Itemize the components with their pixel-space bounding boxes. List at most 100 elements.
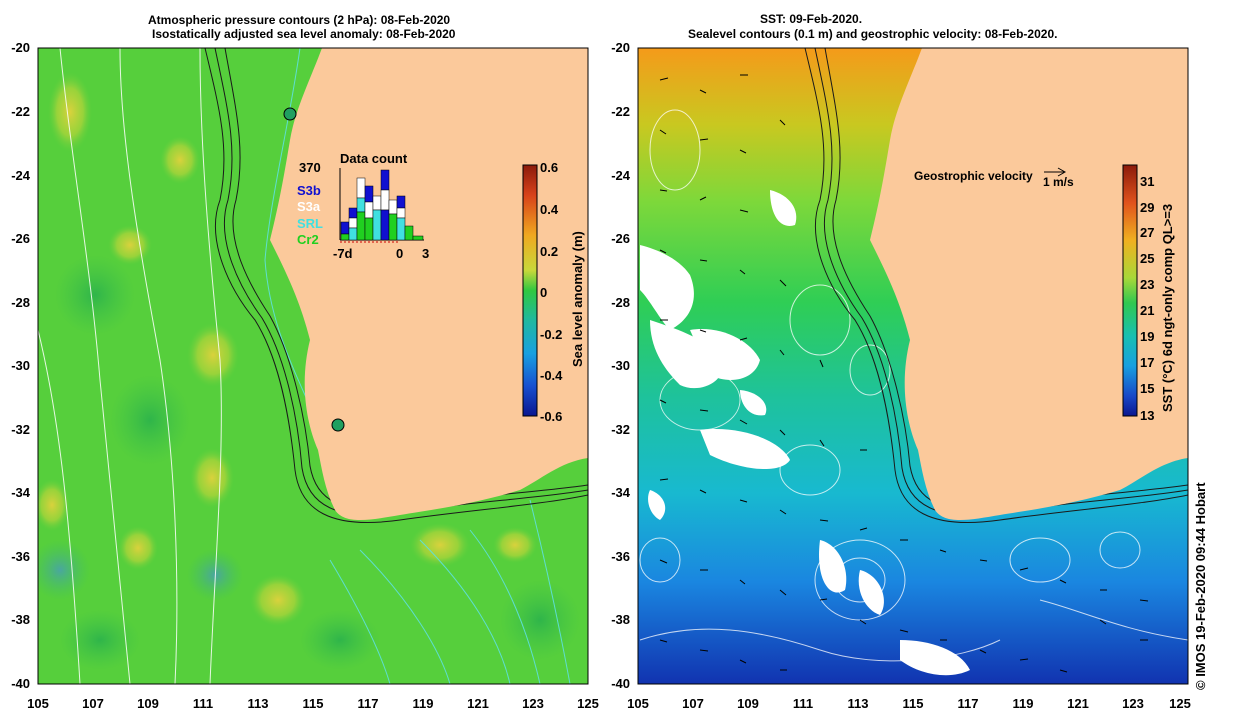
legend-cr2: Cr2 bbox=[297, 232, 319, 247]
count-bar-srl bbox=[396, 217, 406, 241]
sst-tick: 29 bbox=[1140, 200, 1154, 215]
right-title-line2: Sealevel contours (0.1 m) and geostrophi… bbox=[688, 27, 1058, 41]
count-bar-s3a bbox=[348, 217, 358, 229]
legend-s3a: S3a bbox=[297, 199, 321, 214]
velocity-vectors bbox=[659, 74, 1149, 673]
data-count-xlabel: 0 bbox=[396, 246, 403, 261]
y-tick-label: -24 bbox=[11, 168, 31, 183]
y-tick-label: -34 bbox=[611, 485, 631, 500]
x-tick-label: 109 bbox=[737, 696, 759, 711]
pressure-contours bbox=[38, 48, 222, 684]
count-bar-cr2 bbox=[388, 213, 398, 241]
left-map bbox=[38, 48, 588, 684]
count-bar-s3a bbox=[364, 201, 374, 219]
count-bar-s3b bbox=[340, 221, 350, 235]
sst-colorbar-scale bbox=[1122, 164, 1138, 417]
x-tick-label: 121 bbox=[467, 696, 489, 711]
velocity-legend: Geostrophic velocity 1 m/s bbox=[914, 167, 1074, 189]
australia-land-right bbox=[870, 48, 1188, 520]
y-tick-label: -32 bbox=[11, 422, 30, 437]
sla-colorbar-label: Sea level anomaly (m) bbox=[570, 231, 585, 367]
y-tick-label: -40 bbox=[11, 676, 30, 691]
sla-tick: 0.2 bbox=[540, 244, 558, 259]
x-tick-label: 107 bbox=[682, 696, 704, 711]
x-tick-label: 113 bbox=[248, 696, 269, 711]
y-tick-label: -24 bbox=[611, 168, 631, 183]
y-tick-label: -20 bbox=[11, 40, 30, 55]
x-tick-label: 117 bbox=[958, 696, 979, 711]
sla-tick: -0.2 bbox=[540, 327, 562, 342]
left-title-line1: Atmospheric pressure contours (2 hPa): 0… bbox=[148, 13, 451, 27]
count-bar-cr2 bbox=[356, 211, 366, 241]
count-bar-s3b bbox=[380, 169, 390, 191]
australia-land bbox=[270, 48, 588, 520]
x-tick-label: 117 bbox=[358, 696, 379, 711]
x-tick-label: 109 bbox=[137, 696, 159, 711]
data-count-title: Data count bbox=[340, 151, 408, 166]
count-bar-s3b bbox=[396, 195, 406, 209]
x-tick-label: 111 bbox=[193, 696, 213, 711]
sla-tick: -0.6 bbox=[540, 409, 562, 424]
sla-anomaly-field bbox=[38, 72, 580, 670]
right-title-line1: SST: 09-Feb-2020. bbox=[760, 12, 863, 26]
data-count-max: 370 bbox=[299, 160, 321, 175]
arrow-head-icon bbox=[1057, 167, 1067, 177]
sst-tick: 27 bbox=[1140, 225, 1154, 240]
legend-s3b: S3b bbox=[297, 183, 321, 198]
count-bar-srl bbox=[348, 227, 358, 241]
x-tick-label: 105 bbox=[627, 696, 649, 711]
y-tick-label: -22 bbox=[611, 104, 630, 119]
sst-tick: 23 bbox=[1140, 277, 1154, 292]
count-bar-cr2 bbox=[364, 217, 374, 241]
sla-colorbar: 0.6 0.4 0.2 0 -0.2 -0.4 -0.6 Sea level a… bbox=[522, 160, 585, 424]
sst-colorbar-label: SST (°C) 6d ngt-only comp QL>=3 bbox=[1160, 204, 1175, 412]
count-bar-s3a bbox=[380, 189, 390, 211]
data-count-xlabel: -7d bbox=[333, 246, 353, 261]
count-bar-cr2 bbox=[412, 235, 424, 241]
sla-tick: -0.4 bbox=[540, 368, 563, 383]
y-tick-label: -28 bbox=[611, 295, 630, 310]
data-count-bars bbox=[340, 169, 424, 241]
right-map-frame bbox=[637, 47, 1189, 685]
sla-tick: 0 bbox=[540, 285, 547, 300]
data-count-inset: Data count 370 bbox=[297, 151, 429, 261]
count-bar-s3a bbox=[372, 195, 382, 211]
tide-gauge-marker bbox=[331, 418, 345, 432]
y-tick-label: -38 bbox=[611, 612, 630, 627]
left-x-axis: 105 107 109 111 113 115 117 119 121 123 … bbox=[27, 696, 599, 711]
y-tick-label: -22 bbox=[11, 104, 30, 119]
velocity-scale-label: 1 m/s bbox=[1043, 175, 1074, 189]
left-map-frame bbox=[37, 47, 589, 685]
x-tick-label: 111 bbox=[793, 696, 813, 711]
velocity-legend-label: Geostrophic velocity bbox=[914, 169, 1033, 183]
sst-tick: 17 bbox=[1140, 355, 1154, 370]
y-tick-label: -40 bbox=[611, 676, 630, 691]
cloud-mask bbox=[640, 190, 970, 676]
y-tick-label: -26 bbox=[11, 231, 30, 246]
right-x-axis: 105 107 109 111 113 115 117 119 121 123 … bbox=[627, 696, 1191, 711]
count-bar-s3a bbox=[356, 177, 366, 199]
x-tick-label: 123 bbox=[1122, 696, 1144, 711]
left-y-axis: -20 -22 -24 -26 -28 -30 -32 -34 -36 -38 … bbox=[11, 40, 31, 691]
x-tick-label: 107 bbox=[82, 696, 104, 711]
legend-srl: SRL bbox=[297, 216, 323, 231]
x-tick-label: 105 bbox=[27, 696, 49, 711]
count-bar-cr2 bbox=[340, 233, 350, 241]
sst-tick: 13 bbox=[1140, 408, 1154, 423]
sealevel-contours bbox=[639, 109, 1188, 662]
sst-tick: 31 bbox=[1140, 174, 1154, 189]
y-tick-label: -28 bbox=[11, 295, 30, 310]
count-bar-srl bbox=[356, 197, 366, 213]
sla-tick: 0.4 bbox=[540, 202, 559, 217]
x-tick-label: 119 bbox=[1013, 696, 1034, 711]
x-tick-label: 121 bbox=[1067, 696, 1089, 711]
x-tick-label: 115 bbox=[303, 696, 324, 711]
x-tick-label: 125 bbox=[577, 696, 599, 711]
tide-gauge-marker bbox=[283, 107, 297, 121]
y-tick-label: -32 bbox=[611, 422, 630, 437]
y-tick-label: -30 bbox=[611, 358, 630, 373]
credit-label: © IMOS 19-Feb-2020 09:44 Hobart bbox=[1193, 482, 1208, 690]
x-tick-label: 119 bbox=[413, 696, 434, 711]
right-y-axis: -20 -22 -24 -26 -28 -30 -32 -34 -36 -38 … bbox=[611, 40, 631, 691]
